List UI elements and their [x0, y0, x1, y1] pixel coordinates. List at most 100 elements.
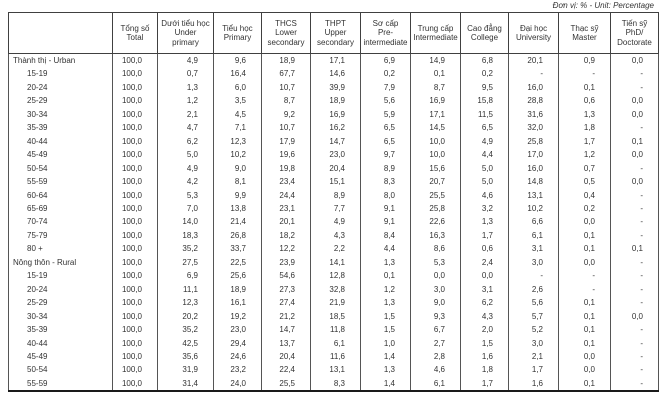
data-cell: 12,3: [213, 134, 262, 149]
age-group-label: 55-59: [8, 175, 113, 189]
data-cell: 39,9: [310, 80, 361, 95]
data-cell: 3,5: [213, 94, 262, 108]
data-cell: 6,0: [213, 80, 262, 95]
table-row: 55-59 100,0 31,4 24,0 25,5 8,3 1,4 6,1 1,7 1,6 0,1…: [8, 376, 659, 392]
data-cell: 0,0: [610, 309, 659, 324]
data-cell: 25,5: [261, 376, 311, 392]
age-group-label: 40-44: [8, 134, 113, 149]
data-cell: 16,9: [410, 94, 461, 108]
age-group-label: 50-54: [8, 161, 113, 176]
data-cell: -: [610, 121, 659, 135]
age-group-label: 25-29: [8, 296, 113, 310]
age-group-label: 30-34: [8, 309, 113, 324]
data-cell: 7,0: [157, 201, 214, 216]
data-cell: 1,5: [360, 309, 411, 324]
data-cell: 14,9: [410, 53, 461, 68]
data-cell: -: [610, 349, 659, 364]
table-row: 30-34 100,0 20,2 19,2 21,2 18,5 1,5 9,3 4,3 5,7 0,…: [8, 309, 659, 324]
data-cell: 6,2: [460, 296, 509, 310]
data-cell: 1,6: [508, 376, 559, 392]
data-cell: 12,8: [310, 269, 361, 283]
table-row: 20-24 100,0 11,1 18,9 27,3 32,8 1,2 3,0 3,1 2,6- -: [8, 282, 659, 297]
data-cell: 22,4: [261, 363, 311, 377]
column-header: Thạc sỹ Master: [558, 12, 611, 54]
data-cell: 2,8: [410, 349, 461, 364]
data-cell: 16,3: [410, 228, 461, 243]
data-cell: 14,5: [410, 121, 461, 135]
data-cell: 1,8: [460, 363, 509, 377]
data-cell: 100,0: [112, 188, 158, 202]
data-cell: 4,4: [460, 148, 509, 162]
column-header: Cao đẳng College: [460, 12, 509, 54]
column-header: THPT Upper secondary: [310, 12, 361, 54]
section-row: Thành thị - Urban 100,0 4,9 9,6 18,9 17,1 6,9 1…: [8, 53, 659, 68]
data-cell: 10,2: [508, 201, 559, 216]
data-cell: 22,6: [410, 215, 461, 229]
data-cell: 9,5: [460, 80, 509, 95]
data-cell: 20,1: [261, 215, 311, 229]
data-cell: 0,7: [157, 67, 214, 81]
age-group-label: 35-39: [8, 323, 113, 337]
table-row: 25-29 100,0 1,2 3,5 8,7 18,9 5,6 16,9 15,8 28,8 0,…: [8, 94, 659, 108]
data-cell: -: [610, 282, 659, 297]
table-row: 25-29 100,0 12,3 16,1 27,4 21,9 1,3 9,0 6,2 5,6 0,…: [8, 296, 659, 310]
data-cell: 28,8: [508, 94, 559, 108]
data-cell: 0,4: [558, 188, 611, 202]
data-cell: 1,4: [360, 349, 411, 364]
data-cell: 8,7: [261, 94, 311, 108]
data-cell: 0,2: [558, 201, 611, 216]
data-cell: 0,1: [558, 323, 611, 337]
age-group-label: 45-49: [8, 349, 113, 364]
data-cell: 14,7: [261, 323, 311, 337]
data-cell: 0,2: [360, 67, 411, 81]
data-cell: 16,2: [310, 121, 361, 135]
data-cell: 2,6: [508, 282, 559, 297]
data-cell: 26,8: [213, 228, 262, 243]
data-cell: 0,1: [610, 242, 659, 256]
data-cell: 14,0: [157, 215, 214, 229]
column-header: Sơ cấp Pre- intermediate: [360, 12, 411, 54]
data-cell: 6,7: [410, 323, 461, 337]
data-cell: 20,4: [261, 349, 311, 364]
section-row: Nông thôn - Rural 100,0 27,5 22,5 23,9 14,1 1,…: [8, 255, 659, 270]
data-cell: 20,7: [410, 175, 461, 189]
data-cell: 2,1: [508, 349, 559, 364]
data-cell: 1,7: [460, 376, 509, 392]
data-cell: 0,0: [610, 148, 659, 162]
data-cell: 100,0: [112, 201, 158, 216]
data-cell: 20,2: [157, 309, 214, 324]
data-cell: 17,1: [410, 107, 461, 122]
data-cell: 15,6: [410, 161, 461, 176]
column-header: Tiến sỹ PhD/ Doctorate: [610, 12, 659, 54]
data-cell: 18,9: [213, 282, 262, 297]
data-cell: 4,7: [157, 121, 214, 135]
data-cell: 6,5: [460, 121, 509, 135]
data-cell: 25,6: [213, 269, 262, 283]
data-cell: 2,7: [410, 336, 461, 350]
data-cell: 0,0: [460, 269, 509, 283]
data-cell: 67,7: [261, 67, 311, 81]
data-cell: 100,0: [112, 67, 158, 81]
table-row: 65-69 100,0 7,0 13,8 23,1 7,7 9,1 25,8 3,2 10,2 0,…: [8, 201, 659, 216]
data-cell: -: [610, 376, 659, 392]
data-cell: -: [610, 161, 659, 176]
table-row: 45-49 100,0 35,6 24,6 20,4 11,6 1,4 2,8 1,6 2,1 0,…: [8, 349, 659, 364]
data-cell: 16,9: [310, 107, 361, 122]
data-cell: 0,9: [558, 53, 611, 68]
column-header: Dưới tiểu học Under primary: [157, 12, 214, 54]
data-cell: 4,6: [410, 363, 461, 377]
data-cell: 8,9: [310, 188, 361, 202]
data-cell: 0,0: [558, 363, 611, 377]
data-cell: -: [610, 201, 659, 216]
data-cell: 100,0: [112, 80, 158, 95]
data-cell: 0,1: [610, 134, 659, 149]
data-cell: 11,8: [310, 323, 361, 337]
data-cell: 19,2: [213, 309, 262, 324]
data-cell: 5,7: [508, 309, 559, 324]
table-row: 50-54 100,0 4,9 9,0 19,8 20,4 8,9 15,6 5,0 16,0 0,…: [8, 161, 659, 176]
age-group-label: 30-34: [8, 107, 113, 122]
data-cell: 0,1: [558, 80, 611, 95]
data-cell: 18,9: [261, 53, 311, 68]
data-cell: 16,0: [508, 80, 559, 95]
data-cell: 8,6: [410, 242, 461, 256]
